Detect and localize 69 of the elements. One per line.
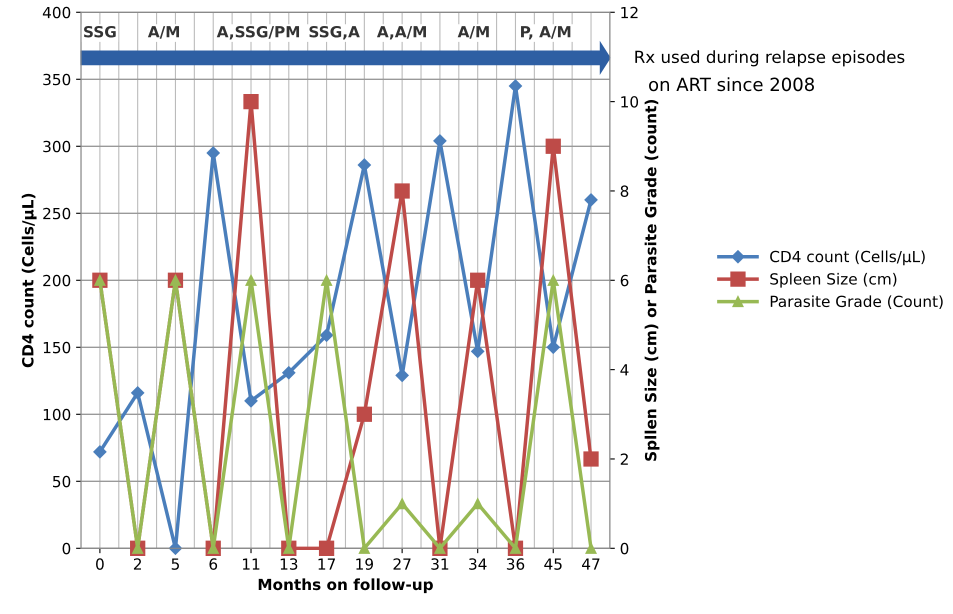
- point: [584, 193, 598, 206]
- point: [245, 274, 257, 286]
- x-tick-label: 17: [318, 558, 335, 570]
- x-tick-label: 19: [356, 558, 373, 570]
- y-tick-label: 350: [43, 74, 70, 86]
- annotation: A/M: [148, 26, 180, 39]
- point: [508, 79, 522, 93]
- point: [396, 498, 408, 510]
- y-tick-label: 100: [44, 408, 70, 420]
- x-tick-label: 6: [209, 558, 218, 570]
- x-tick-label: 11: [242, 558, 260, 570]
- x-tick-label: 5: [172, 558, 179, 570]
- x-tick-label: 47: [582, 558, 600, 570]
- annotation: A,A/M: [376, 26, 426, 40]
- annotation: SSG,A: [309, 26, 360, 40]
- point: [471, 344, 484, 358]
- point: [585, 542, 597, 554]
- y2-tick-label: 4: [620, 364, 629, 376]
- point: [206, 146, 220, 160]
- text: Rx used during relapse episodes: [635, 50, 904, 66]
- x-tick-label: 31: [431, 558, 448, 570]
- x-tick-label: 27: [394, 558, 411, 570]
- legend-label: CD4 count (Cells/µL): [770, 250, 925, 266]
- x-tick-label: 34: [469, 558, 487, 570]
- annotation: SSG: [84, 26, 116, 38]
- y2-tick-label: 6: [620, 274, 628, 286]
- point: [394, 183, 410, 199]
- point: [546, 340, 560, 354]
- y2-tick-label: 2: [620, 453, 628, 465]
- y2-tick-label: 12: [621, 6, 638, 18]
- point: [358, 542, 370, 554]
- point: [321, 274, 332, 286]
- y-axis-title: CD4 count (Cells/µL): [22, 194, 37, 368]
- x-tick-label: 2: [134, 558, 142, 570]
- y2-tick-label: 0: [620, 542, 628, 554]
- y-tick-label: 150: [44, 342, 70, 354]
- annotation: P, A/M: [521, 26, 570, 40]
- point: [93, 445, 106, 458]
- x-tick-label: 13: [280, 558, 298, 570]
- point: [583, 451, 599, 467]
- point: [243, 94, 259, 110]
- y-tick-label: 200: [43, 274, 70, 286]
- y-tick-label: 0: [62, 542, 70, 554]
- x-axis-title: Months on follow-up: [258, 578, 433, 594]
- legend-label: Spleen Size (cm): [770, 272, 896, 288]
- point: [356, 406, 372, 422]
- text: on ART since 2008: [649, 77, 814, 92]
- point: [470, 272, 486, 288]
- y2-tick-label: 8: [620, 185, 628, 197]
- annotation: A/M: [458, 26, 489, 39]
- y-tick-label: 250: [43, 208, 70, 220]
- point: [244, 394, 258, 408]
- x-tick-label: 45: [544, 558, 562, 570]
- point: [472, 498, 484, 510]
- point: [320, 328, 334, 342]
- point: [282, 366, 296, 380]
- point: [318, 540, 334, 556]
- x-tick-label: 0: [96, 558, 104, 570]
- point: [546, 138, 561, 154]
- x-tick-label: 36: [506, 558, 524, 570]
- point: [548, 274, 559, 286]
- annotation: A,SSG/PM: [216, 26, 300, 40]
- y-tick-label: 50: [53, 476, 70, 488]
- y2-tick-label: 10: [621, 96, 638, 108]
- y-tick-label: 400: [42, 6, 70, 18]
- y2-axis-title: Spllen Size (cm) or Parasite Grade (count): [644, 100, 660, 461]
- legend-label: Parasite Grade (Count): [770, 295, 943, 309]
- y-tick-label: 300: [43, 140, 70, 152]
- point: [131, 386, 144, 400]
